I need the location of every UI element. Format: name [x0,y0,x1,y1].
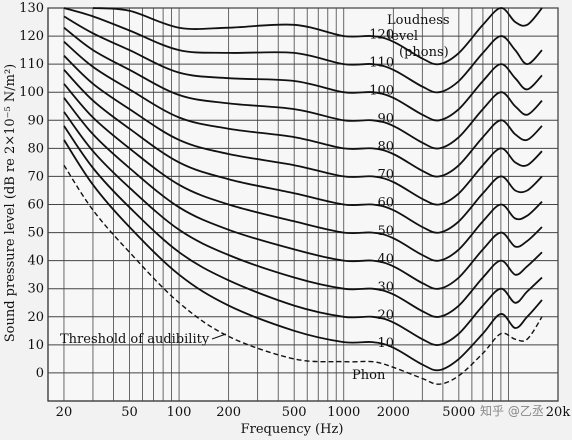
y-axis-label: Sound pressure level (dB re 2×10⁻⁵ N/m²) [3,64,18,343]
phon-annotation: Phon [352,368,386,383]
threshold-leader-line [211,333,227,340]
curve-70-phon [63,55,543,206]
loudness-annotation-line2: level [387,29,418,44]
x-tick-label: 2000 [377,405,410,420]
x-tick-label: 20 [56,405,73,420]
curve-label: 100 [369,83,394,98]
curve-0-phon [63,164,543,385]
curve-80-phon [63,41,543,178]
y-tick-label: 110 [19,57,44,72]
y-tick-label: 120 [19,29,44,44]
curve-label: 110 [369,55,394,70]
curve-10-phon [63,139,543,372]
curve-label: 120 [369,27,394,42]
y-tick-label: 20 [27,310,44,325]
x-tick-labels: 20 50 100 200 500 1000 2000 5000 20k [56,405,571,420]
y-tick-label: 70 [27,169,44,184]
curve-label: 10 [378,336,395,351]
x-tick-label: 200 [216,405,241,420]
curve-50-phon [63,83,543,262]
curve-60-phon [63,69,543,234]
x-tick-label: 500 [282,405,307,420]
y-tick-label: 0 [36,366,44,381]
threshold-annotation: Threshold of audibility [60,332,210,347]
curve-label: 30 [378,280,395,295]
x-tick-label: 20k [546,405,571,420]
y-tick-label: 40 [27,254,44,269]
y-tick-label: 130 [19,1,44,16]
curve-label: 20 [378,308,395,323]
curve-label: 40 [378,252,395,267]
loudness-annotation-line3: (phons) [399,45,449,60]
curve-label: 90 [378,111,395,126]
curve-100-phon [63,15,543,122]
x-tick-label: 1000 [327,405,360,420]
x-tick-label: 50 [121,405,138,420]
curve-labels: 120 110 100 90 80 70 60 50 40 30 20 10 [369,27,394,351]
curve-label: 60 [378,196,395,211]
curve-120-phon [92,7,543,66]
curve-label: 80 [378,140,395,155]
curve-40-phon [63,97,543,290]
y-tick-labels: 0 10 20 30 40 50 60 70 80 90 100 110 120 130 [19,1,44,381]
y-tick-label: 60 [27,198,44,213]
y-tick-label: 10 [27,338,44,353]
curve-label: 70 [378,168,395,183]
x-tick-label: 5000 [442,405,475,420]
y-tick-label: 50 [27,226,44,241]
curve-110-phon [63,7,543,94]
y-tick-label: 30 [27,282,44,297]
y-tick-label: 100 [19,85,44,100]
x-axis-label: Frequency (Hz) [241,422,344,437]
curves [63,7,543,385]
watermark: 知乎 @乙丞 [480,404,544,418]
y-tick-label: 90 [27,113,44,128]
x-tick-label: 100 [167,405,192,420]
curve-20-phon [63,125,543,346]
curve-90-phon [63,26,543,150]
y-tick-label: 80 [27,141,44,156]
curve-30-phon [63,111,543,318]
curve-label: 50 [378,224,395,239]
loudness-annotation-line1: Loudness [387,13,450,28]
